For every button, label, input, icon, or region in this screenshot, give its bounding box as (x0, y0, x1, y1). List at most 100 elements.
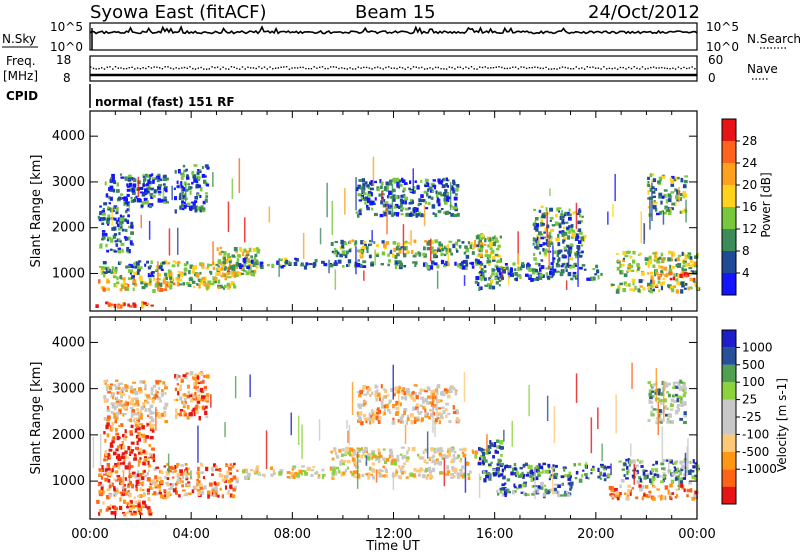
heatmap-cell (181, 187, 186, 192)
x-tick-label: 20:00 (577, 527, 614, 542)
heatmap-cell (162, 261, 166, 265)
heatmap-cell (114, 266, 118, 271)
heatmap-cell (581, 244, 584, 247)
nave-dot (216, 66, 219, 68)
nave-dot (548, 68, 550, 70)
heatmap-cell (355, 187, 359, 192)
heatmap-cell (312, 264, 316, 268)
colorbar-segment (722, 451, 736, 470)
nave-dot (211, 66, 213, 68)
heatmap-cell (198, 416, 201, 421)
heatmap-cell (139, 278, 143, 281)
heatmap-cell (521, 262, 525, 266)
heatmap-cell (133, 453, 137, 457)
heatmap-cell (285, 259, 289, 265)
heatmap-cell (426, 474, 429, 477)
heatmap-cell (187, 470, 190, 475)
heatmap-cell (114, 240, 118, 243)
heatmap-cell (545, 207, 548, 211)
heatmap-cell (445, 247, 450, 253)
heatmap-cell (125, 228, 128, 233)
heatmap-cell (416, 185, 420, 190)
heatmap-cell (130, 224, 134, 229)
heatmap-cell (430, 260, 435, 265)
heatmap-cell (652, 408, 657, 411)
heatmap-cell (351, 457, 355, 462)
heatmap-cell (158, 184, 163, 187)
heatmap-cell (534, 246, 538, 249)
heatmap-cell (181, 400, 184, 404)
heatmap-cell (158, 193, 161, 196)
heatmap-cell (447, 452, 452, 457)
heatmap-cell (545, 272, 549, 276)
heatmap-cell (147, 408, 152, 412)
heatmap-cell (483, 478, 487, 483)
heatmap-cell (332, 473, 335, 478)
heatmap-cell (603, 472, 606, 476)
heatmap-cell (383, 396, 386, 399)
nave-dot (492, 67, 495, 69)
heatmap-cell (154, 283, 159, 288)
heatmap-cell (115, 379, 119, 382)
heatmap-cell (675, 289, 679, 294)
heatmap-cell (295, 476, 298, 479)
heatmap-cell (134, 428, 138, 433)
heatmap-cell (377, 409, 382, 414)
heatmap-cell (575, 251, 579, 255)
heatmap-cell (177, 391, 180, 396)
heatmap-cell (445, 210, 450, 215)
heatmap-cell (647, 282, 651, 287)
heatmap-cell (109, 445, 114, 448)
heatmap-cell (653, 258, 656, 262)
heatmap-cell (616, 496, 620, 501)
heatmap-cell (278, 471, 283, 476)
heatmap-cell (135, 486, 139, 492)
heatmap-cell (187, 282, 191, 285)
heatmap-cell (381, 190, 384, 193)
heatmap-cell (409, 189, 413, 192)
heatmap-cell (221, 478, 226, 482)
heatmap-cell (400, 203, 403, 209)
heatmap-streak (404, 424, 407, 444)
heatmap-cell (395, 400, 400, 405)
heatmap-cell (446, 185, 449, 188)
heatmap-cell (494, 235, 497, 239)
heatmap-cell (231, 494, 236, 499)
heatmap-cell (388, 401, 391, 405)
heatmap-cell (257, 473, 261, 476)
heatmap-streak (668, 458, 670, 475)
station-title: Syowa East (fitACF) (90, 2, 266, 23)
heatmap-cell (552, 257, 556, 260)
heatmap-cell (147, 509, 152, 514)
heatmap-cell (179, 469, 183, 473)
nave-dot (393, 67, 395, 69)
heatmap-cell (413, 416, 417, 421)
heatmap-streak (517, 253, 520, 267)
heatmap-cell (662, 472, 666, 476)
heatmap-cell (375, 458, 378, 461)
heatmap-cell (217, 267, 221, 271)
heatmap-cell (549, 270, 553, 275)
heatmap-streak (128, 461, 131, 487)
heatmap-cell (376, 469, 381, 473)
heatmap-cell (359, 390, 363, 395)
nave-dot (655, 67, 657, 69)
heatmap-cell (335, 451, 338, 455)
heatmap-streak (601, 443, 603, 462)
heatmap-cell (270, 466, 274, 470)
heatmap-streak (661, 426, 664, 463)
heatmap-cell (688, 480, 692, 485)
heatmap-cell (659, 496, 663, 501)
heatmap-cell (398, 179, 402, 183)
heatmap-cell (661, 209, 664, 213)
heatmap-cell (561, 215, 565, 219)
heatmap-cell (384, 460, 388, 464)
heatmap-cell (130, 413, 134, 418)
heatmap-cell (482, 456, 486, 461)
heatmap-cell (222, 261, 227, 265)
heatmap-cell (347, 259, 352, 264)
heatmap-cell (360, 240, 364, 245)
heatmap-cell (410, 420, 414, 425)
heatmap-cell (101, 238, 104, 241)
noise-tick-left-bottom: 10^0 (50, 40, 83, 54)
